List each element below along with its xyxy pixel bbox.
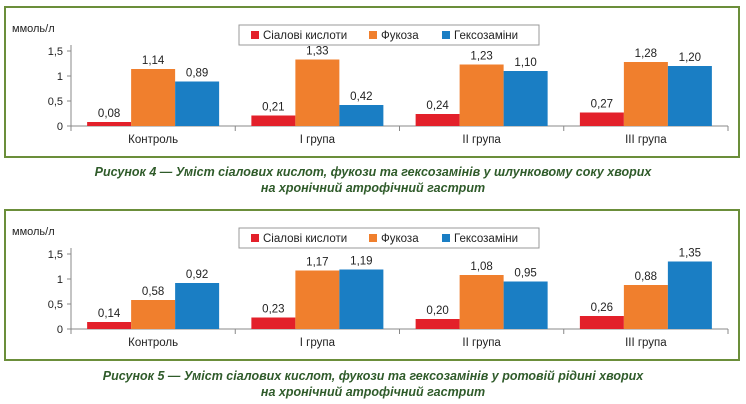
fig4-data-label-sialic-acids-control: 0,08 (98, 108, 120, 120)
fig5-y-axis-label: ммоль/л (12, 226, 55, 238)
fig5-bar-sialic-acids-group-2 (415, 319, 460, 329)
fig4-data-label-hexosamines-control: 0,89 (186, 68, 208, 80)
fig4-bar-fucose-group-1 (295, 59, 340, 126)
fig5-bar-hexosamines-group-3 (667, 261, 712, 329)
fig5-legend-label-sialic-acids: Сіалові кислоти (263, 233, 347, 245)
figure-5-caption-line-2: на хронічний атрофічний гастрит (260, 385, 486, 399)
fig4-data-label-sialic-acids-group-2: 0,24 (426, 100, 449, 112)
fig4-legend-label-fucose: Фукоза (381, 30, 419, 42)
fig4-bar-sialic-acids-group-1 (251, 115, 296, 126)
fig4-bar-hexosamines-control (175, 81, 220, 126)
fig5-bar-hexosamines-group-2 (503, 281, 548, 329)
fig5-legend-swatch-sialic-acids (251, 234, 259, 242)
fig4-category-label-group-3: ІІІ група (625, 134, 667, 146)
fig5-bar-sialic-acids-group-1 (251, 317, 296, 329)
fig5-y-tick-label: 0,5 (48, 299, 63, 311)
fig5-y-tick-label: 1,5 (48, 249, 63, 261)
fig5-data-label-fucose-group-2: 1,08 (470, 261, 492, 273)
fig4-legend-swatch-fucose (369, 31, 377, 39)
fig4-legend-swatch-sialic-acids (251, 31, 259, 39)
fig4-data-label-fucose-group-2: 1,23 (470, 51, 492, 63)
fig5-legend-label-hexosamines: Гексозаміни (454, 233, 518, 245)
fig4-data-label-fucose-control: 1,14 (142, 55, 165, 67)
fig5-bar-fucose-group-1 (295, 270, 340, 329)
fig4-y-tick-label: 1 (57, 71, 63, 83)
fig5-data-label-fucose-group-1: 1,17 (306, 257, 328, 269)
fig5-legend: Сіалові кислоти Фукоза Гексозаміни (238, 227, 540, 249)
fig5-bar-fucose-group-3 (623, 285, 668, 329)
fig4-data-label-hexosamines-group-1: 0,42 (350, 91, 372, 103)
fig5-data-label-fucose-group-3: 0,88 (635, 271, 657, 283)
fig4-bar-sialic-acids-group-3 (579, 112, 624, 126)
figure-5-caption-line-1: Рисунок 5 — Уміст сіалових кислот, фукоз… (102, 369, 644, 383)
fig4-data-label-hexosamines-group-3: 1,20 (679, 52, 701, 64)
fig5-bar-fucose-group-2 (459, 275, 504, 329)
fig5-data-label-sialic-acids-control: 0,14 (98, 308, 121, 320)
fig5-category-label-group-2: ІІ група (462, 337, 501, 349)
fig4-bar-fucose-control (131, 69, 176, 126)
figure-5-chart-panel: ммоль/л 0 0,5 1 1,5 Контроль 0,14 0,58 0,92 І гру… (4, 209, 740, 361)
fig5-legend-swatch-fucose (369, 234, 377, 242)
fig4-category-label-control: Контроль (128, 134, 178, 146)
fig4-y-tick-label: 0,5 (48, 96, 63, 108)
fig5-category-label-control: Контроль (128, 337, 178, 349)
fig4-data-label-sialic-acids-group-3: 0,27 (591, 99, 613, 111)
fig5-data-label-hexosamines-group-3: 1,35 (679, 248, 701, 260)
fig5-legend-label-fucose: Фукоза (381, 233, 419, 245)
fig4-data-label-sialic-acids-group-1: 0,21 (262, 102, 284, 114)
fig4-legend-box (238, 24, 540, 46)
fig5-data-label-fucose-control: 0,58 (142, 286, 164, 298)
fig5-bar-sialic-acids-control (87, 322, 132, 329)
fig4-y-tick-label: 0 (57, 121, 63, 133)
fig5-category-label-group-3: ІІІ група (625, 337, 667, 349)
fig4-category-label-group-2: ІІ група (462, 134, 501, 146)
fig4-bar-fucose-group-3 (623, 62, 668, 126)
fig4-data-label-fucose-group-1: 1,33 (306, 46, 328, 58)
fig4-data-label-hexosamines-group-2: 1,10 (514, 57, 536, 69)
fig4-legend: Сіалові кислоти Фукоза Гексозаміни (238, 24, 540, 46)
figure-5-chart: ммоль/л 0 0,5 1 1,5 Контроль 0,14 0,58 0,92 І гру… (12, 226, 729, 349)
fig5-bar-hexosamines-group-1 (339, 269, 384, 329)
fig5-data-label-hexosamines-group-2: 0,95 (514, 268, 536, 280)
fig5-legend-box (238, 227, 540, 249)
fig5-data-label-hexosamines-control: 0,92 (186, 269, 208, 281)
fig5-data-label-sialic-acids-group-2: 0,20 (426, 305, 448, 317)
figure-4-chart-panel: ммоль/л 0 0,5 1 1,5 Контроль 0,08 1,14 0,89 І гру… (4, 6, 740, 158)
figure-4-caption: Рисунок 4 — Уміст сіалових кислот, фукоз… (0, 164, 746, 196)
fig5-category-label-group-1: І група (300, 337, 336, 349)
fig4-bar-hexosamines-group-2 (503, 71, 548, 126)
fig4-data-label-fucose-group-3: 1,28 (635, 48, 657, 60)
fig5-y-tick-label: 0 (57, 324, 63, 336)
fig4-legend-label-sialic-acids: Сіалові кислоти (263, 30, 347, 42)
fig5-bar-sialic-acids-group-3 (579, 316, 624, 329)
fig4-legend-label-hexosamines: Гексозаміни (454, 30, 518, 42)
figure-4-caption-line-2: на хронічний атрофічний гастрит (260, 181, 486, 195)
fig4-y-axis-label: ммоль/л (12, 23, 55, 35)
figure-4-caption-line-1: Рисунок 4 — Уміст сіалових кислот, фукоз… (94, 165, 652, 179)
fig4-bar-sialic-acids-control (87, 122, 132, 126)
fig5-bar-hexosamines-control (175, 283, 220, 329)
figure-4-chart: ммоль/л 0 0,5 1 1,5 Контроль 0,08 1,14 0,89 І гру… (12, 23, 729, 146)
figure-5-caption: Рисунок 5 — Уміст сіалових кислот, фукоз… (0, 368, 746, 400)
fig4-category-label-group-1: І група (300, 134, 336, 146)
fig4-bar-hexosamines-group-1 (339, 105, 384, 126)
fig4-bar-sialic-acids-group-2 (415, 114, 460, 126)
fig5-data-label-sialic-acids-group-3: 0,26 (591, 302, 613, 314)
fig4-bar-hexosamines-group-3 (667, 66, 712, 126)
fig5-data-label-sialic-acids-group-1: 0,23 (262, 304, 284, 316)
fig4-bar-fucose-group-2 (459, 64, 504, 126)
fig5-y-tick-label: 1 (57, 274, 63, 286)
fig4-y-tick-label: 1,5 (48, 46, 63, 58)
fig5-bar-fucose-control (131, 300, 176, 329)
fig5-legend-swatch-hexosamines (442, 234, 450, 242)
fig5-data-label-hexosamines-group-1: 1,19 (350, 256, 372, 268)
fig4-legend-swatch-hexosamines (442, 31, 450, 39)
